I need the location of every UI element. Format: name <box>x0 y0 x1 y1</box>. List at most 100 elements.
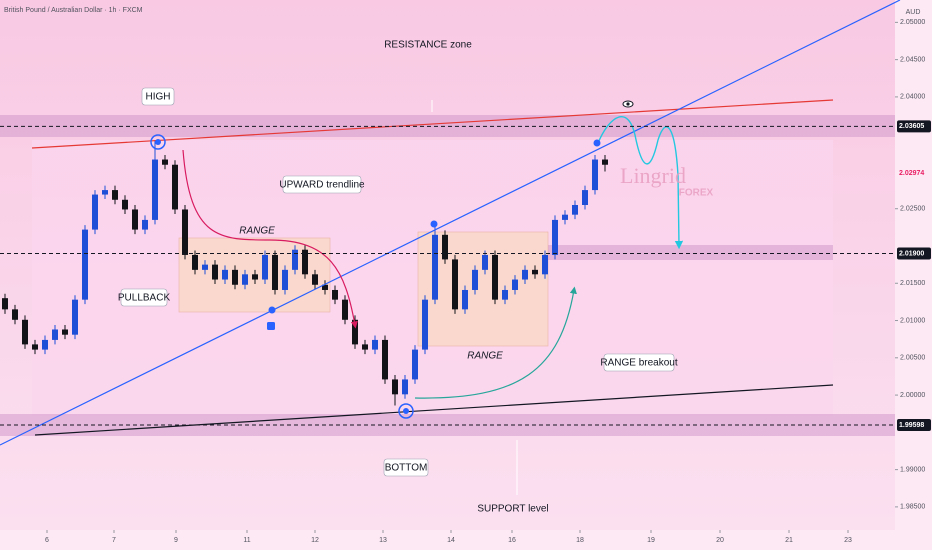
y-tick-label: 2.05000 <box>900 19 925 26</box>
x-tick-label: 21 <box>785 537 793 544</box>
candle-body <box>262 254 268 280</box>
candle-body <box>362 344 368 350</box>
candle-body <box>562 214 568 220</box>
y-tick-label: 2.04000 <box>900 94 925 101</box>
marks <box>2 140 608 406</box>
watermark: Lingrid <box>620 163 686 188</box>
candle-body <box>212 264 218 280</box>
price-label-box <box>897 247 931 260</box>
candle-body <box>542 254 548 275</box>
candle-body <box>232 269 238 285</box>
candle-body <box>512 279 518 290</box>
price-label: 2.01900 <box>899 250 924 257</box>
y-tick-label: 2.00000 <box>900 392 925 399</box>
x-tick-label: 7 <box>112 537 116 544</box>
bottom-dot <box>403 408 409 414</box>
annotation: SUPPORT level <box>477 504 548 515</box>
range-box <box>417 231 549 347</box>
candle-body <box>92 194 98 230</box>
currency: AUD <box>906 9 921 16</box>
level-zone <box>548 245 833 260</box>
candle-body <box>12 309 18 320</box>
candle-body <box>242 274 248 285</box>
x-tick-label: 16 <box>508 537 516 544</box>
candle-body <box>332 289 338 300</box>
x-tick-label: 12 <box>311 537 319 544</box>
touch-dot <box>593 139 601 147</box>
candle-body <box>322 284 328 290</box>
candle-body <box>32 344 38 350</box>
candle-body <box>442 234 448 260</box>
candle-body <box>572 204 578 215</box>
candle-body <box>582 190 588 205</box>
candle-body <box>452 259 458 310</box>
pullback-arrow <box>182 149 358 329</box>
axes: 2.05000 2.04500 2.04000 2.02500 2.01500 2.010… <box>0 19 931 544</box>
touch-dot <box>268 306 276 314</box>
candle-body <box>122 199 128 210</box>
y-tick-label: 2.04500 <box>900 56 925 63</box>
candle-body <box>302 249 308 275</box>
candle-body <box>412 349 418 380</box>
price-label: 2.03605 <box>899 123 924 130</box>
candle-body <box>422 299 428 350</box>
arrow-icon <box>267 322 275 330</box>
candle-body <box>252 274 258 280</box>
price-label: 1.99598 <box>899 422 924 429</box>
annotation-box <box>603 353 675 372</box>
candle-body <box>192 254 198 270</box>
annotation-box <box>383 458 429 477</box>
candle-body <box>2 298 8 310</box>
candle-body <box>402 379 408 395</box>
candle-body <box>602 159 608 165</box>
annotation-box <box>120 288 168 307</box>
candle-body <box>182 209 188 255</box>
y-tick-label: 2.00500 <box>900 355 925 362</box>
annotation: BOTTOM <box>385 463 428 474</box>
candle-body <box>502 289 508 300</box>
upward-trendline <box>0 0 901 446</box>
candle-body <box>382 339 388 380</box>
annotation: PULLBACK <box>118 293 171 304</box>
candle-body <box>52 329 58 340</box>
candle-body <box>472 269 478 290</box>
price-label: 2.02974 <box>899 170 924 177</box>
chart-title: British Pound / Australian Dollar · 1h ·… <box>4 7 143 14</box>
candle-body <box>172 164 178 210</box>
candle-body <box>552 219 558 255</box>
candle-body <box>42 339 48 350</box>
annotation: UPWARD trendline <box>279 180 365 191</box>
candle-body <box>492 254 498 300</box>
candle-body <box>72 299 78 335</box>
candle-body <box>342 299 348 320</box>
x-tick-label: 13 <box>379 537 387 544</box>
annotation: RESISTANCE zone <box>384 40 472 51</box>
candle-body <box>482 254 488 270</box>
x-tick-label: 14 <box>447 537 455 544</box>
candle-body <box>522 269 528 280</box>
candle-body <box>282 269 288 290</box>
x-tick-label: 23 <box>844 537 852 544</box>
annotation: RANGE breakout <box>600 358 677 369</box>
candle-body <box>292 249 298 270</box>
candle-body <box>392 379 398 395</box>
candle-body <box>142 219 148 230</box>
candle-body <box>592 159 598 191</box>
y-tick-label: 1.99000 <box>900 466 925 473</box>
watermark: FOREX <box>679 188 714 199</box>
candle-body <box>222 269 228 280</box>
annotation-box <box>141 87 175 106</box>
candle-body <box>352 319 358 345</box>
price-label-box <box>897 167 931 180</box>
x-tick-label: 18 <box>576 537 584 544</box>
candle-body <box>112 190 118 200</box>
projection-path <box>597 116 684 250</box>
time-axis-panel <box>0 530 895 550</box>
candle-body <box>22 319 28 345</box>
y-tick-label: 2.01500 <box>900 280 925 287</box>
eye-pupil <box>626 102 630 106</box>
candle-body <box>132 209 138 230</box>
price-label-box <box>897 120 931 133</box>
